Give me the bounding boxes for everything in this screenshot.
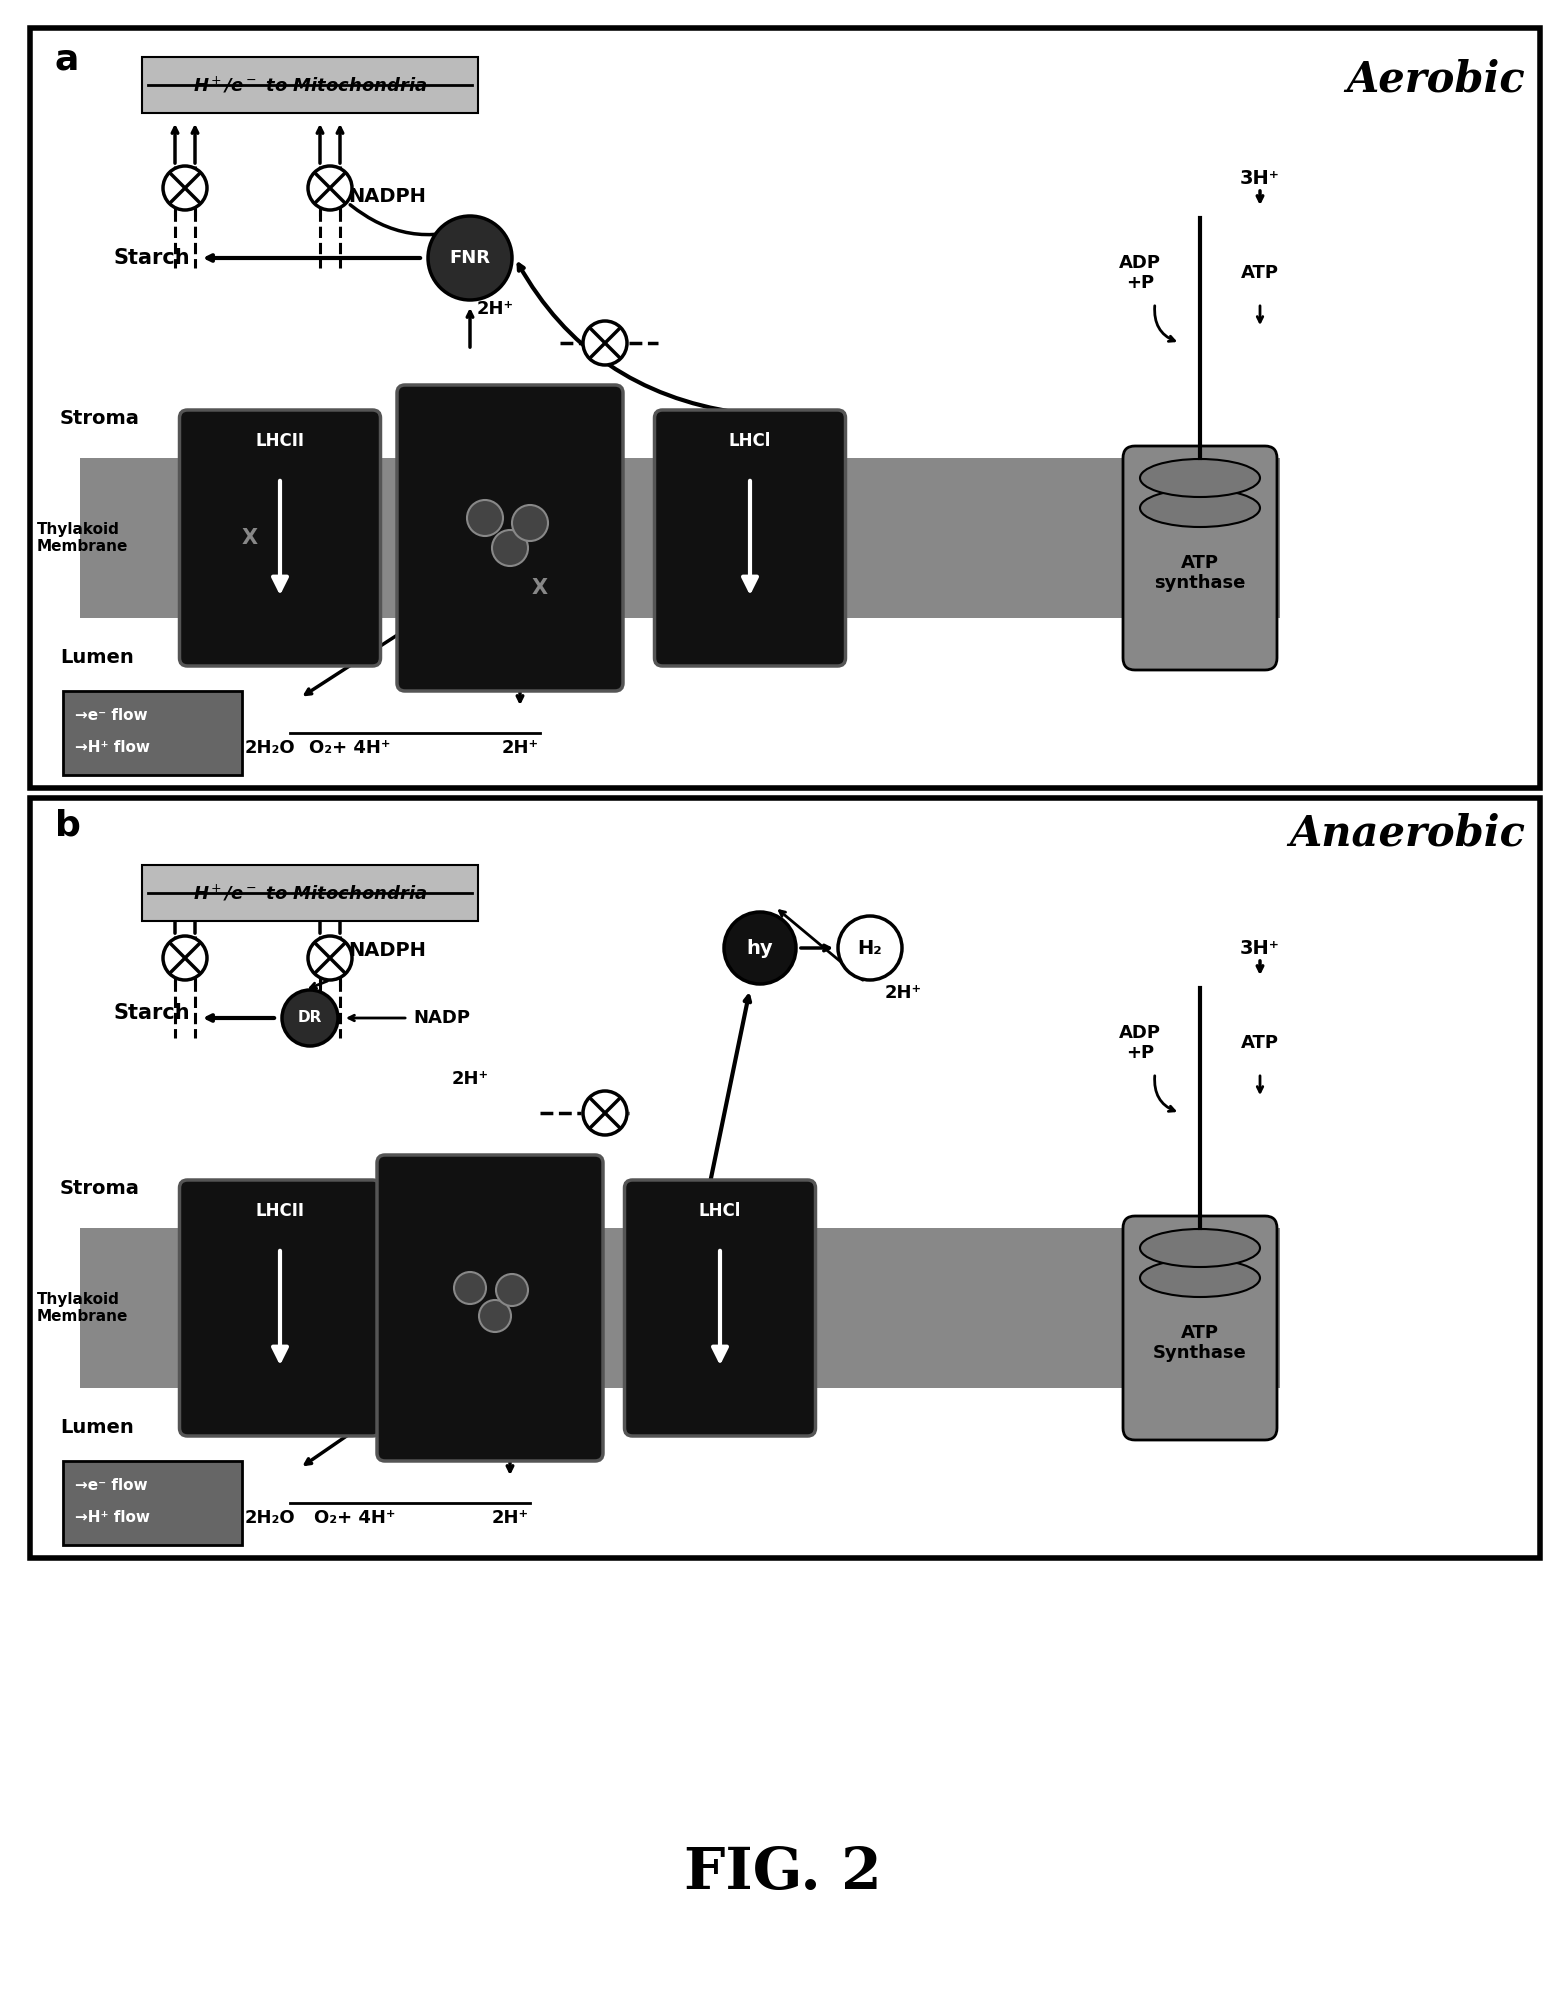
- Circle shape: [163, 935, 207, 979]
- Text: 2H⁺: 2H⁺: [451, 1071, 489, 1089]
- FancyBboxPatch shape: [143, 58, 478, 114]
- Text: H₂: H₂: [857, 939, 882, 957]
- Text: LHCl: LHCl: [699, 1203, 741, 1221]
- Text: Starch: Starch: [113, 1003, 190, 1023]
- Text: 2H⁺: 2H⁺: [345, 420, 382, 438]
- FancyBboxPatch shape: [30, 28, 1540, 787]
- Text: 2H₂O: 2H₂O: [244, 1508, 295, 1526]
- FancyBboxPatch shape: [80, 1229, 1280, 1389]
- FancyBboxPatch shape: [143, 865, 478, 921]
- Circle shape: [838, 915, 903, 979]
- Text: →H⁺ flow: →H⁺ flow: [75, 1510, 150, 1526]
- Text: Starch: Starch: [113, 248, 190, 268]
- Circle shape: [724, 911, 796, 983]
- Circle shape: [428, 216, 512, 300]
- Ellipse shape: [1141, 460, 1260, 498]
- Text: Stroma: Stroma: [60, 1179, 139, 1199]
- Text: LHCII: LHCII: [255, 1203, 304, 1221]
- Text: 2H₂O: 2H₂O: [244, 739, 295, 757]
- FancyBboxPatch shape: [655, 410, 846, 665]
- Circle shape: [512, 505, 548, 541]
- Circle shape: [492, 529, 528, 565]
- Text: →e⁻ flow: →e⁻ flow: [75, 707, 147, 723]
- Text: 2H⁺: 2H⁺: [476, 300, 514, 318]
- FancyBboxPatch shape: [625, 1181, 815, 1437]
- Text: Aerobic: Aerobic: [1346, 58, 1525, 100]
- Text: ATP: ATP: [1241, 1035, 1279, 1053]
- FancyBboxPatch shape: [63, 1461, 241, 1544]
- Text: H$^+$/e$^-$ to Mitochondria: H$^+$/e$^-$ to Mitochondria: [193, 883, 428, 903]
- Text: O₂+ 4H⁺: O₂+ 4H⁺: [309, 739, 390, 757]
- Text: ATP
synthase: ATP synthase: [1155, 553, 1246, 591]
- Text: 2H⁺: 2H⁺: [885, 983, 921, 1003]
- Text: Anaerobic: Anaerobic: [1290, 813, 1525, 855]
- FancyBboxPatch shape: [378, 1155, 603, 1461]
- FancyBboxPatch shape: [63, 691, 241, 775]
- Text: X: X: [241, 527, 259, 547]
- Text: NADPH: NADPH: [348, 941, 426, 959]
- FancyBboxPatch shape: [180, 1181, 381, 1437]
- Circle shape: [480, 1301, 511, 1333]
- Text: →e⁻ flow: →e⁻ flow: [75, 1477, 147, 1493]
- Text: 3H⁺: 3H⁺: [1239, 939, 1280, 957]
- Text: ATP: ATP: [1241, 264, 1279, 282]
- Circle shape: [282, 989, 338, 1047]
- Text: b: b: [55, 807, 81, 841]
- Circle shape: [163, 166, 207, 210]
- FancyBboxPatch shape: [1124, 1217, 1277, 1441]
- Text: Stroma: Stroma: [60, 410, 139, 428]
- FancyBboxPatch shape: [30, 797, 1540, 1558]
- Text: ATP
Synthase: ATP Synthase: [1153, 1323, 1247, 1363]
- Text: LHCII: LHCII: [255, 432, 304, 450]
- Circle shape: [583, 322, 627, 366]
- FancyBboxPatch shape: [80, 458, 1280, 617]
- Text: NADP: NADP: [414, 1009, 470, 1027]
- Circle shape: [583, 1091, 627, 1135]
- Circle shape: [309, 935, 353, 979]
- Text: X: X: [531, 577, 548, 597]
- Text: FIG. 2: FIG. 2: [685, 1844, 882, 1900]
- Text: Thylakoid
Membrane: Thylakoid Membrane: [38, 521, 128, 553]
- Circle shape: [467, 500, 503, 535]
- Text: hy: hy: [747, 939, 773, 957]
- Ellipse shape: [1141, 1229, 1260, 1267]
- Text: 3H⁺: 3H⁺: [1239, 168, 1280, 188]
- Text: O₂+ 4H⁺: O₂+ 4H⁺: [315, 1508, 396, 1526]
- Text: 2H⁺: 2H⁺: [492, 1508, 528, 1526]
- Text: DR: DR: [298, 1011, 323, 1025]
- FancyBboxPatch shape: [396, 386, 624, 691]
- FancyBboxPatch shape: [1124, 446, 1277, 669]
- Text: →H⁺ flow: →H⁺ flow: [75, 741, 150, 755]
- Text: 2H⁺: 2H⁺: [472, 384, 509, 402]
- Circle shape: [497, 1275, 528, 1307]
- FancyBboxPatch shape: [180, 410, 381, 665]
- Text: a: a: [55, 44, 80, 78]
- Circle shape: [309, 166, 353, 210]
- Text: Lumen: Lumen: [60, 647, 133, 667]
- Text: FNR: FNR: [450, 250, 490, 268]
- Text: ADP
+P: ADP +P: [1119, 254, 1161, 292]
- Ellipse shape: [1141, 490, 1260, 527]
- Text: ADP
+P: ADP +P: [1119, 1023, 1161, 1063]
- Text: 2H⁺: 2H⁺: [501, 739, 539, 757]
- Text: NADPH: NADPH: [348, 186, 426, 206]
- Text: LHCl: LHCl: [729, 432, 771, 450]
- Text: 2H⁺: 2H⁺: [345, 1189, 382, 1207]
- Circle shape: [454, 1273, 486, 1305]
- Text: H$^+$/e$^-$ to Mitochondria: H$^+$/e$^-$ to Mitochondria: [193, 74, 428, 96]
- Text: Lumen: Lumen: [60, 1419, 133, 1437]
- Text: Thylakoid
Membrane: Thylakoid Membrane: [38, 1293, 128, 1325]
- Ellipse shape: [1141, 1259, 1260, 1297]
